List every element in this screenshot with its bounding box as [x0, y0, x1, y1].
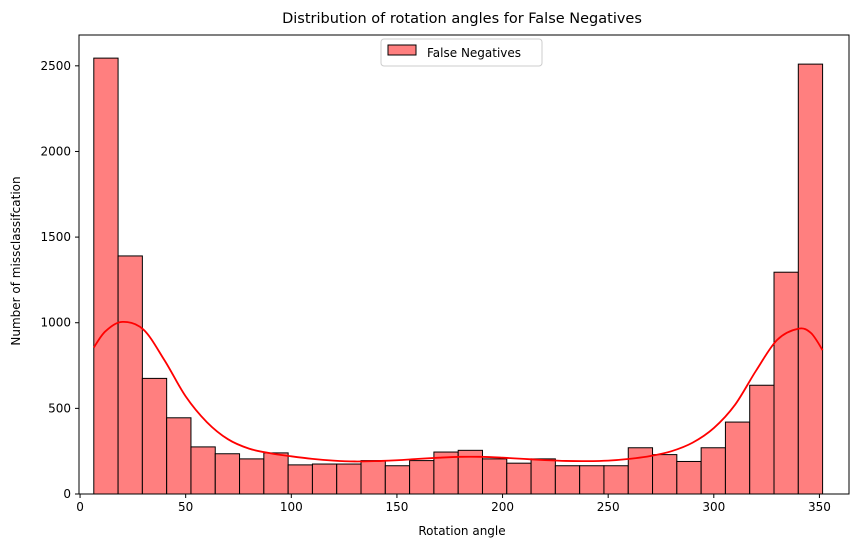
y-tick-label: 2500	[40, 59, 71, 73]
histogram-bar	[336, 463, 362, 495]
histogram-bar	[506, 462, 532, 495]
histogram-bar	[190, 446, 216, 495]
x-tick-label: 200	[491, 500, 514, 514]
histogram-bar	[579, 465, 605, 495]
histogram-bar	[117, 255, 143, 495]
histogram-bar	[481, 458, 508, 495]
chart-title: Distribution of rotation angles for Fals…	[282, 11, 642, 27]
y-tick-label: 0	[63, 487, 71, 501]
x-tick-label: 250	[597, 500, 620, 514]
y-axis-label: Number of missclassifcation	[9, 176, 23, 345]
y-tick-label: 2000	[40, 144, 71, 158]
x-tick-label: 100	[280, 500, 303, 514]
histogram-bar	[214, 453, 241, 495]
plot-frame	[78, 34, 850, 495]
y-tick-label: 1000	[40, 316, 71, 330]
histogram-bar	[749, 384, 775, 495]
histogram-bar	[287, 464, 313, 495]
histogram-bar	[773, 271, 799, 495]
histogram-bar	[166, 417, 192, 495]
histogram-bar	[676, 460, 702, 495]
x-tick-label: 300	[702, 500, 725, 514]
histogram-bar	[311, 463, 338, 495]
histogram-bar	[93, 57, 119, 495]
y-axis-ticks: 0 500 1000 1500 2000 2500	[40, 59, 79, 501]
histogram-bar	[627, 447, 654, 495]
histogram-bars	[93, 57, 824, 495]
x-tick-label: 50	[178, 500, 193, 514]
legend-label: False Negatives	[427, 46, 521, 60]
histogram-bar	[554, 465, 581, 495]
y-tick-label: 500	[48, 401, 71, 415]
legend: False Negatives	[380, 38, 543, 67]
legend-swatch	[387, 44, 417, 56]
y-tick-label: 1500	[40, 230, 71, 244]
histogram-bar	[797, 63, 824, 495]
histogram-bar	[652, 454, 678, 495]
histogram-bar	[700, 447, 726, 495]
histogram-bar	[724, 421, 751, 495]
histogram-bar	[239, 458, 265, 495]
x-axis-ticks: 0 50 100 150 200 250 300 350	[76, 494, 831, 514]
histogram-bar	[409, 460, 435, 495]
histogram-bar	[263, 452, 289, 495]
histogram-bar	[530, 458, 556, 495]
x-axis-label: Rotation angle	[418, 524, 505, 538]
x-tick-label: 150	[385, 500, 408, 514]
legend-box	[380, 38, 543, 67]
histogram-bar	[141, 377, 168, 495]
histogram-bar	[603, 465, 629, 495]
x-tick-label: 350	[808, 500, 831, 514]
kde-curve	[93, 320, 824, 463]
histogram-bar	[360, 460, 386, 495]
x-tick-label: 0	[76, 500, 84, 514]
histogram-bar	[384, 465, 411, 495]
